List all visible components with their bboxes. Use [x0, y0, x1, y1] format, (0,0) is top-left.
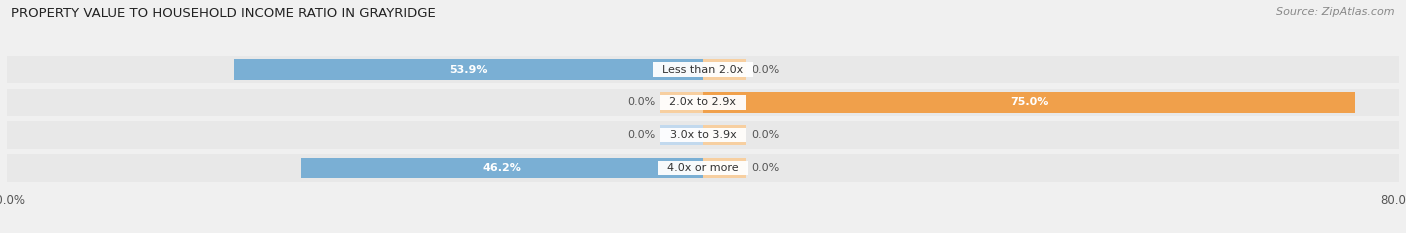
- Bar: [7, 121, 1399, 149]
- Text: 0.0%: 0.0%: [751, 163, 779, 173]
- Text: 75.0%: 75.0%: [1010, 97, 1049, 107]
- Bar: [703, 158, 747, 178]
- Text: 0.0%: 0.0%: [627, 97, 655, 107]
- Bar: [703, 158, 747, 178]
- Bar: [703, 92, 1355, 113]
- Bar: [7, 89, 1399, 116]
- Text: PROPERTY VALUE TO HOUSEHOLD INCOME RATIO IN GRAYRIDGE: PROPERTY VALUE TO HOUSEHOLD INCOME RATIO…: [11, 7, 436, 20]
- Text: 0.0%: 0.0%: [627, 130, 655, 140]
- Bar: [301, 158, 703, 178]
- Bar: [659, 92, 703, 113]
- Text: 46.2%: 46.2%: [482, 163, 522, 173]
- Bar: [659, 125, 703, 145]
- Bar: [703, 59, 747, 80]
- Text: Source: ZipAtlas.com: Source: ZipAtlas.com: [1277, 7, 1395, 17]
- Bar: [703, 125, 747, 145]
- Text: Less than 2.0x: Less than 2.0x: [655, 65, 751, 75]
- Text: 2.0x to 2.9x: 2.0x to 2.9x: [662, 97, 744, 107]
- Bar: [233, 59, 703, 80]
- Bar: [659, 92, 703, 113]
- Text: 4.0x or more: 4.0x or more: [661, 163, 745, 173]
- Text: 0.0%: 0.0%: [751, 65, 779, 75]
- Text: 53.9%: 53.9%: [450, 65, 488, 75]
- Text: 3.0x to 3.9x: 3.0x to 3.9x: [662, 130, 744, 140]
- Bar: [7, 154, 1399, 182]
- Bar: [7, 56, 1399, 83]
- Bar: [703, 59, 747, 80]
- Text: 0.0%: 0.0%: [751, 130, 779, 140]
